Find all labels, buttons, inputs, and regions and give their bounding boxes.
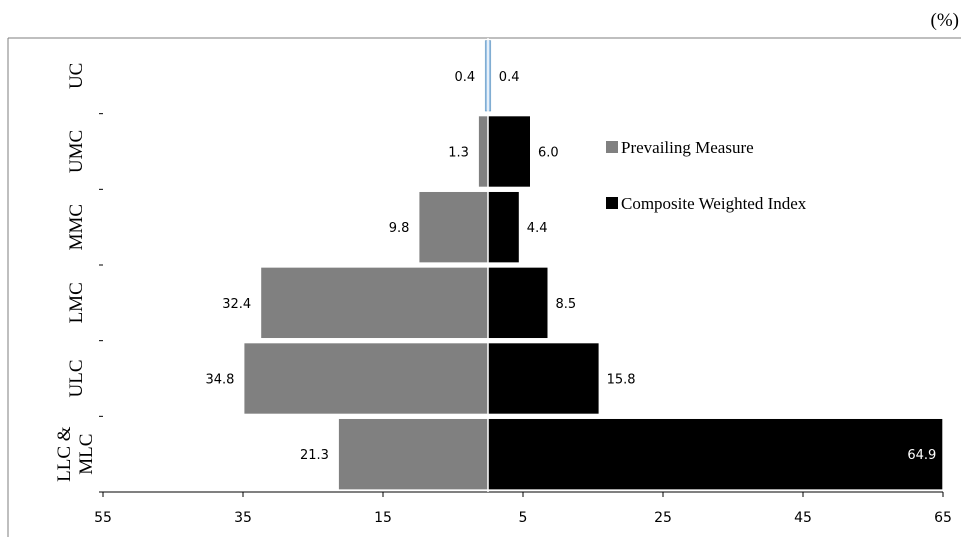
data-label-prevailing: 0.4	[455, 70, 476, 85]
bar-prevailing	[478, 116, 488, 187]
category-label: UC	[66, 63, 87, 89]
category-label: UMC	[66, 130, 87, 173]
data-label-prevailing: 34.8	[205, 373, 234, 388]
data-label-prevailing: 9.8	[389, 221, 410, 236]
bar-composite	[488, 418, 943, 490]
data-label-composite: 6.0	[538, 146, 559, 161]
category-label: MMC	[66, 204, 87, 250]
x-tick-label: 15	[374, 510, 392, 526]
data-label-prevailing: 32.4	[222, 297, 251, 312]
data-label-composite: 64.9	[907, 448, 936, 463]
x-tick-label: 55	[94, 510, 112, 526]
data-label-prevailing: 1.3	[448, 146, 469, 161]
data-label-composite: 15.8	[607, 373, 636, 388]
x-tick-label: 25	[654, 510, 672, 526]
bar-prevailing	[261, 267, 488, 339]
data-label-composite: 0.4	[499, 70, 520, 85]
category-label: LMC	[66, 282, 87, 323]
bar-prevailing	[419, 191, 488, 263]
bar-composite	[488, 191, 519, 263]
x-tick-label: 5	[519, 510, 528, 526]
legend-swatch-composite	[606, 197, 618, 209]
data-label-prevailing: 21.3	[300, 448, 329, 463]
x-tick-label: 45	[794, 510, 812, 526]
bar-composite	[488, 343, 599, 414]
legend-label-composite: Composite Weighted Index	[621, 194, 807, 213]
bar-prevailing	[338, 418, 488, 490]
legend-label-prevailing: Prevailing Measure	[621, 138, 754, 157]
legend-swatch-prevailing	[606, 141, 618, 153]
data-label-composite: 8.5	[556, 297, 577, 312]
x-tick-label: 65	[934, 510, 952, 526]
bar-prevailing	[244, 343, 488, 414]
bar-composite	[488, 116, 530, 187]
category-label: ULC	[66, 360, 87, 398]
x-tick-label: 35	[234, 510, 252, 526]
category-label: LLC &MLC	[54, 426, 97, 482]
bar-composite	[488, 267, 548, 339]
data-label-composite: 4.4	[527, 221, 548, 236]
unit-label: (%)	[930, 10, 959, 31]
